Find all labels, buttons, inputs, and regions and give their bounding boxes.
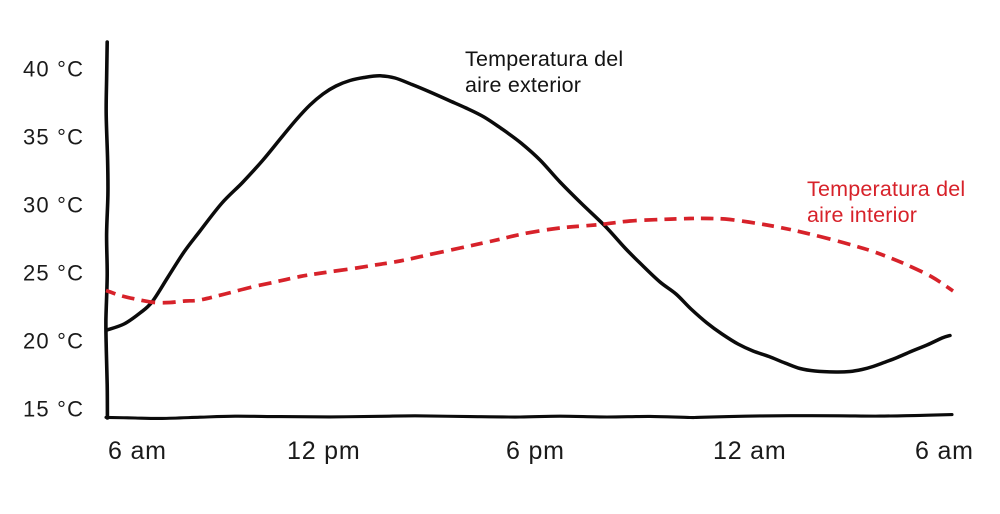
svg-text:20 °C: 20 °C	[23, 329, 84, 354]
svg-text:Temperatura del: Temperatura del	[465, 47, 623, 71]
svg-text:30 °C: 30 °C	[23, 193, 84, 218]
svg-text:6 am: 6 am	[108, 437, 167, 465]
svg-text:Temperatura del: Temperatura del	[807, 177, 965, 201]
svg-text:12 am: 12 am	[713, 437, 786, 465]
svg-text:15 °C: 15 °C	[23, 397, 84, 422]
svg-text:aire exterior: aire exterior	[465, 73, 581, 97]
svg-text:35 °C: 35 °C	[23, 125, 84, 150]
svg-text:6 pm: 6 pm	[506, 437, 565, 465]
svg-text:40 °C: 40 °C	[23, 57, 84, 82]
svg-text:6 am: 6 am	[915, 437, 974, 465]
svg-text:25 °C: 25 °C	[23, 261, 84, 286]
svg-text:aire interior: aire interior	[807, 203, 917, 227]
svg-text:12 pm: 12 pm	[287, 437, 360, 465]
